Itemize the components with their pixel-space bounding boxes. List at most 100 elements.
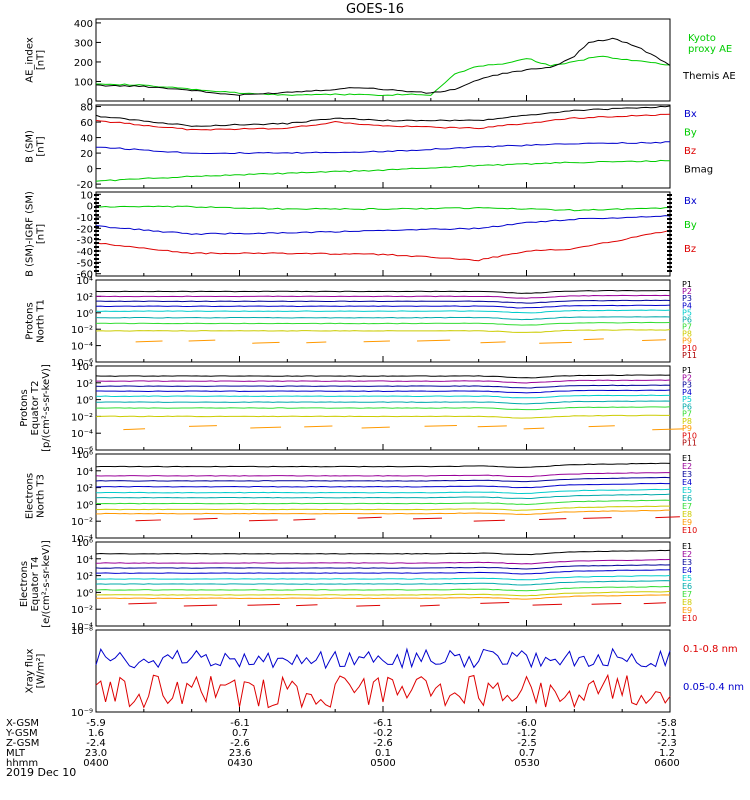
y-axis-label: [nT] bbox=[36, 224, 47, 244]
series-e6 bbox=[95, 580, 671, 586]
ephem-value: 0.7 bbox=[519, 748, 535, 759]
series-e10-segment bbox=[413, 517, 443, 520]
edge-stripe bbox=[667, 230, 672, 232]
y-tick-label: 20 bbox=[80, 149, 93, 160]
series-e10-segment bbox=[293, 518, 316, 521]
series-e4 bbox=[95, 482, 671, 489]
y-axis-label: Electrons bbox=[19, 561, 30, 607]
series-e2 bbox=[95, 472, 671, 478]
series-xray-1 bbox=[95, 647, 671, 670]
ephem-value: 23.0 bbox=[85, 748, 107, 759]
series-e4 bbox=[95, 569, 671, 575]
ephem-value: 0430 bbox=[227, 758, 252, 769]
y-axis-label: Electrons bbox=[25, 473, 36, 519]
edge-stripe bbox=[667, 222, 672, 224]
edge-stripe bbox=[94, 262, 99, 264]
legend-e4: E4 bbox=[682, 478, 692, 487]
y-tick-label: 10⁻⁴ bbox=[71, 622, 93, 633]
legend-p1: P1 bbox=[682, 280, 692, 289]
y-tick-label: 10⁻² bbox=[71, 605, 93, 616]
ephem-value: -0.2 bbox=[373, 728, 393, 739]
series-p9-segment bbox=[188, 339, 216, 342]
series-e10-segment bbox=[583, 517, 612, 519]
edge-stripe bbox=[667, 258, 672, 260]
y-tick-label: 0 bbox=[87, 165, 93, 176]
legend-e10: E10 bbox=[682, 614, 697, 623]
y-axis-label: B (SM) bbox=[25, 130, 36, 163]
legend-e3: E3 bbox=[682, 558, 692, 567]
legend-bmag: Bmag bbox=[684, 164, 713, 175]
series-e10-segment bbox=[473, 519, 505, 522]
series-p8 bbox=[95, 329, 671, 333]
legend-p9: P9 bbox=[682, 337, 692, 346]
series-p9-segment bbox=[306, 341, 327, 344]
series-p3 bbox=[95, 299, 671, 304]
edge-stripe bbox=[667, 210, 672, 212]
legend-e9: E9 bbox=[682, 606, 692, 615]
series-p9-segment bbox=[523, 427, 545, 430]
ephem-value: -6.1 bbox=[373, 718, 393, 729]
y-axis-label: North T3 bbox=[36, 474, 47, 518]
series-p9-segment bbox=[250, 426, 282, 429]
y-tick-label: 60 bbox=[80, 118, 93, 129]
series-e7 bbox=[95, 499, 671, 506]
legend-p1: P1 bbox=[682, 366, 692, 375]
series-p1 bbox=[95, 289, 671, 294]
y-axis-label: [nT] bbox=[36, 136, 47, 156]
panel-frame bbox=[95, 191, 671, 277]
legend-p2: P2 bbox=[682, 373, 692, 382]
series-e10-segment bbox=[539, 518, 567, 521]
edge-stripe bbox=[94, 250, 99, 252]
y-tick-label: 10⁻² bbox=[71, 412, 93, 423]
y-tick-label: 10 bbox=[80, 190, 93, 201]
series-e10-segment bbox=[135, 519, 162, 522]
y-tick-label: 10⁴ bbox=[76, 555, 93, 566]
y-axis-label: [W/m²] bbox=[36, 653, 47, 688]
legend-p4: P4 bbox=[682, 388, 692, 397]
legend-e8: E8 bbox=[682, 510, 692, 519]
series-p9-segment bbox=[480, 341, 506, 344]
edge-stripe bbox=[667, 202, 672, 204]
legend-bx: Bx bbox=[684, 196, 697, 207]
edge-stripe bbox=[667, 234, 672, 236]
series-p9-segment bbox=[424, 424, 457, 427]
series-e10-segment bbox=[643, 602, 667, 605]
ephem-label: X-GSM bbox=[6, 718, 39, 729]
y-axis-label: Equator T4 bbox=[30, 557, 41, 612]
y-tick-label: 80 bbox=[80, 103, 93, 114]
edge-stripe bbox=[94, 194, 99, 196]
series-e3 bbox=[95, 476, 671, 483]
series-p6 bbox=[95, 400, 671, 405]
ephem-value: -2.6 bbox=[230, 738, 250, 749]
legend-e7: E7 bbox=[682, 590, 692, 599]
y-tick-label: -60 bbox=[77, 270, 93, 281]
series-e10-segment bbox=[296, 604, 318, 607]
series-by bbox=[95, 205, 671, 212]
y-tick-label: 10⁻⁶ bbox=[71, 446, 93, 457]
legend-e10: E10 bbox=[682, 526, 697, 535]
legend-themis: Themis AE bbox=[682, 71, 736, 82]
y-axis-label: B (SM)-IGRF (SM) bbox=[25, 191, 36, 277]
edge-stripe bbox=[94, 270, 99, 272]
series-bx bbox=[95, 215, 671, 235]
legend-e6: E6 bbox=[682, 494, 692, 503]
y-tick-label: 100 bbox=[74, 77, 93, 88]
edge-stripe bbox=[667, 226, 672, 228]
ephem-value: 0600 bbox=[654, 758, 679, 769]
y-tick-label: 10⁻⁴ bbox=[71, 342, 93, 353]
series-e2 bbox=[95, 558, 671, 565]
series-xray-0 bbox=[95, 673, 671, 709]
legend-e3: E3 bbox=[682, 470, 692, 479]
y-tick-label: 10⁴ bbox=[76, 276, 93, 287]
series-p6 bbox=[95, 316, 671, 321]
edge-stripe bbox=[667, 266, 672, 268]
ephem-value: 1.6 bbox=[88, 728, 104, 739]
legend-p3: P3 bbox=[682, 294, 692, 303]
y-axis-label: Xray flux bbox=[25, 649, 36, 694]
edge-stripe bbox=[94, 198, 99, 200]
legend-e5: E5 bbox=[682, 486, 692, 495]
legend-kyoto: Kyoto bbox=[688, 33, 716, 44]
ephem-label: Z-GSM bbox=[6, 738, 39, 749]
legend-e8: E8 bbox=[682, 598, 692, 607]
